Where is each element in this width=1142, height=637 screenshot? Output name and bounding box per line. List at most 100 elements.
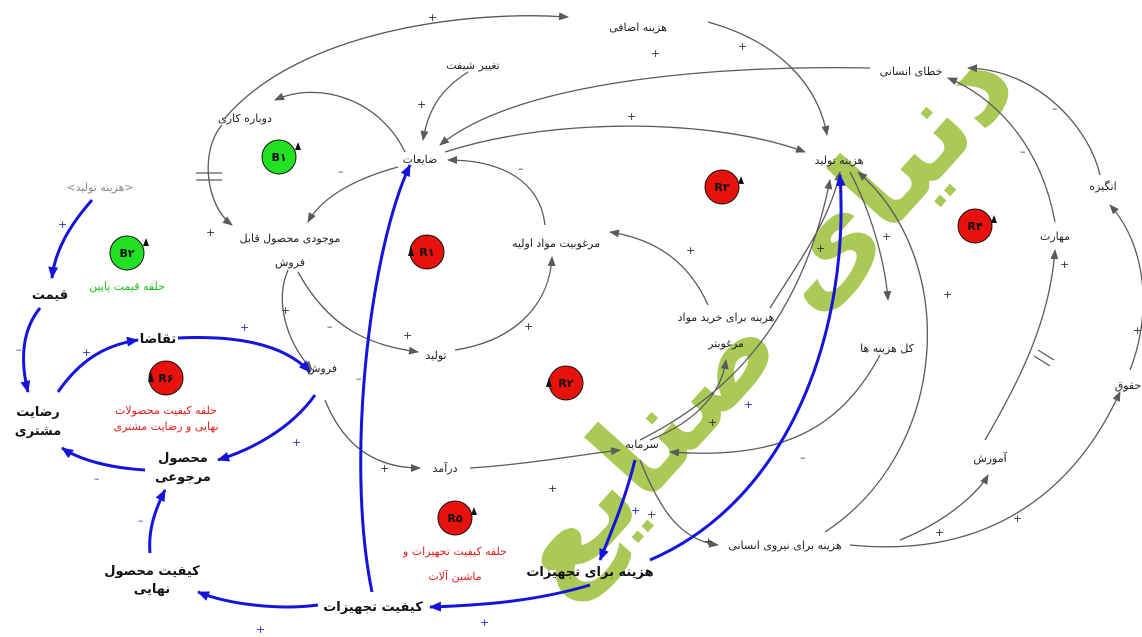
link-productioncost-totalcost	[849, 171, 892, 301]
link-labor-productioncost	[824, 171, 929, 533]
loop-b1-label: B۱	[271, 151, 286, 164]
loop-b2-label: B۲	[119, 247, 134, 260]
sign-minus: –	[1020, 145, 1026, 158]
link-satisfaction-demand	[56, 336, 139, 393]
link-purchase-rawdesire	[609, 229, 709, 306]
link-price-satisfaction	[20, 307, 42, 393]
var-waste: ضایعات	[403, 153, 438, 166]
var-capital: سرمایه	[625, 438, 659, 451]
var-training: آموزش	[973, 451, 1007, 465]
var-raw-material-desirability: مرغوبیت مواد اولیه	[512, 237, 600, 250]
sign-plus: +	[708, 416, 717, 429]
var-customer-satisfaction-line1: رضایت	[16, 405, 60, 420]
sign-plus: +	[686, 244, 695, 257]
sign-plus: +	[935, 526, 944, 539]
var-sales: فروش	[307, 362, 337, 375]
link-rework-inventory	[207, 124, 233, 226]
var-inventory-line1: موجودی محصول قابل	[240, 232, 341, 245]
loop-b1: B۱	[261, 139, 301, 175]
loop-b2: B۲	[109, 235, 149, 271]
sign-plus: +	[1013, 512, 1022, 525]
delay-marks	[196, 172, 1055, 367]
var-final-quality-line1: کیفیت محصول	[104, 564, 200, 579]
sign-plus: +	[548, 482, 557, 495]
loop-r2: R۲	[546, 365, 584, 401]
loop-r2-label: R۲	[558, 377, 573, 390]
link-skill-humanerror	[947, 77, 1056, 223]
var-customer-satisfaction-line2: مشتری	[15, 424, 62, 439]
var-labor-cost: هزینه برای نیروی انسانی	[728, 539, 842, 552]
var-returned-product-line2: مرجوعی	[155, 470, 211, 485]
link-labor-training	[899, 474, 989, 541]
var-production: تولید	[425, 349, 446, 362]
var-human-error: خطای انسانی	[880, 65, 943, 78]
loop-r6: R۶	[148, 360, 184, 396]
blue-links	[20, 164, 846, 612]
var-inventory-line2: فروش	[275, 256, 305, 269]
var-price: قیمت	[32, 288, 68, 303]
loop-r6-label: R۶	[158, 372, 173, 385]
sign-plus: +	[943, 288, 952, 301]
sign-minus-blue: –	[138, 514, 144, 527]
loop-r3-label: R۳	[714, 181, 729, 194]
sign-plus: +	[1133, 324, 1142, 337]
sign-minus: –	[338, 165, 344, 178]
link-capital-labor	[639, 459, 719, 548]
loop-r1: R۱	[408, 234, 445, 270]
sign-minus: –	[800, 451, 806, 464]
sign-plus: +	[417, 98, 426, 111]
var-salary: حقوق	[1115, 379, 1142, 392]
var-final-quality-line2: نهایی	[134, 582, 170, 597]
sign-plus-blue: +	[631, 504, 640, 517]
var-equipment-cost: هزینه برای تجهیزات	[526, 565, 653, 580]
link-labor-salary	[849, 391, 1121, 548]
loop-r3: R۳	[704, 169, 744, 205]
caption-r6-line1: حلقه کیفیت محصولات	[115, 404, 217, 417]
sign-plus: +	[380, 462, 389, 475]
sign-plus: +	[816, 242, 825, 255]
var-purchase-cost-line2: مرغوبتر	[707, 337, 744, 350]
var-production-cost-shadow: <هزینه تولید>	[66, 181, 133, 194]
sign-plus: +	[738, 40, 747, 53]
loop-r5: R۵	[437, 500, 477, 536]
link-finalquality-returned	[148, 489, 167, 554]
var-equipment-quality: کیفیت تجهیزات	[323, 600, 423, 615]
sign-plus-blue: +	[480, 616, 489, 629]
sign-plus-blue: +	[292, 436, 301, 449]
var-total-cost: کل هزینه ها	[860, 342, 915, 355]
var-shift-change: تغییر شیفت	[446, 59, 499, 72]
sign-plus: +	[1060, 258, 1069, 271]
var-rework: دوباره کاری	[218, 112, 272, 125]
caption-r6-line2: نهایی و رضایت مشتری	[113, 420, 218, 433]
loop-r4-label: R۴	[967, 220, 982, 233]
link-training-skill	[984, 249, 1059, 441]
caption-b2: حلقه قیمت پایین	[89, 280, 165, 293]
sign-plus: +	[651, 47, 660, 60]
sign-plus: +	[206, 226, 215, 239]
gray-links	[207, 12, 1142, 548]
sign-plus-blue: +	[58, 218, 67, 231]
sign-plus: +	[627, 110, 636, 123]
link-sales-returned	[217, 394, 317, 462]
sign-minus-blue: –	[356, 372, 362, 385]
sign-plus: +	[882, 230, 891, 243]
link-equipcost-equipquality	[429, 583, 591, 612]
sign-plus: +	[524, 320, 533, 333]
link-revenue-capital	[469, 447, 621, 469]
sign-plus: +	[281, 304, 290, 317]
link-rawdesire-waste	[447, 156, 546, 226]
loop-r1-label: R۱	[419, 246, 434, 259]
link-inventory-sales	[281, 269, 313, 371]
link-sales-revenue	[324, 399, 421, 472]
var-demand: تقاضا	[140, 332, 177, 347]
link-rework-extracost	[224, 12, 569, 119]
sign-minus-blue: –	[94, 472, 100, 485]
link-equipquality-waste	[359, 164, 412, 593]
loop-r5-label: R۵	[447, 512, 462, 525]
link-motivation-humanerror	[967, 64, 1101, 176]
link-extracost-productioncost	[707, 21, 830, 136]
link-returned-satisfaction	[61, 446, 146, 472]
sign-plus-blue: +	[744, 398, 753, 411]
